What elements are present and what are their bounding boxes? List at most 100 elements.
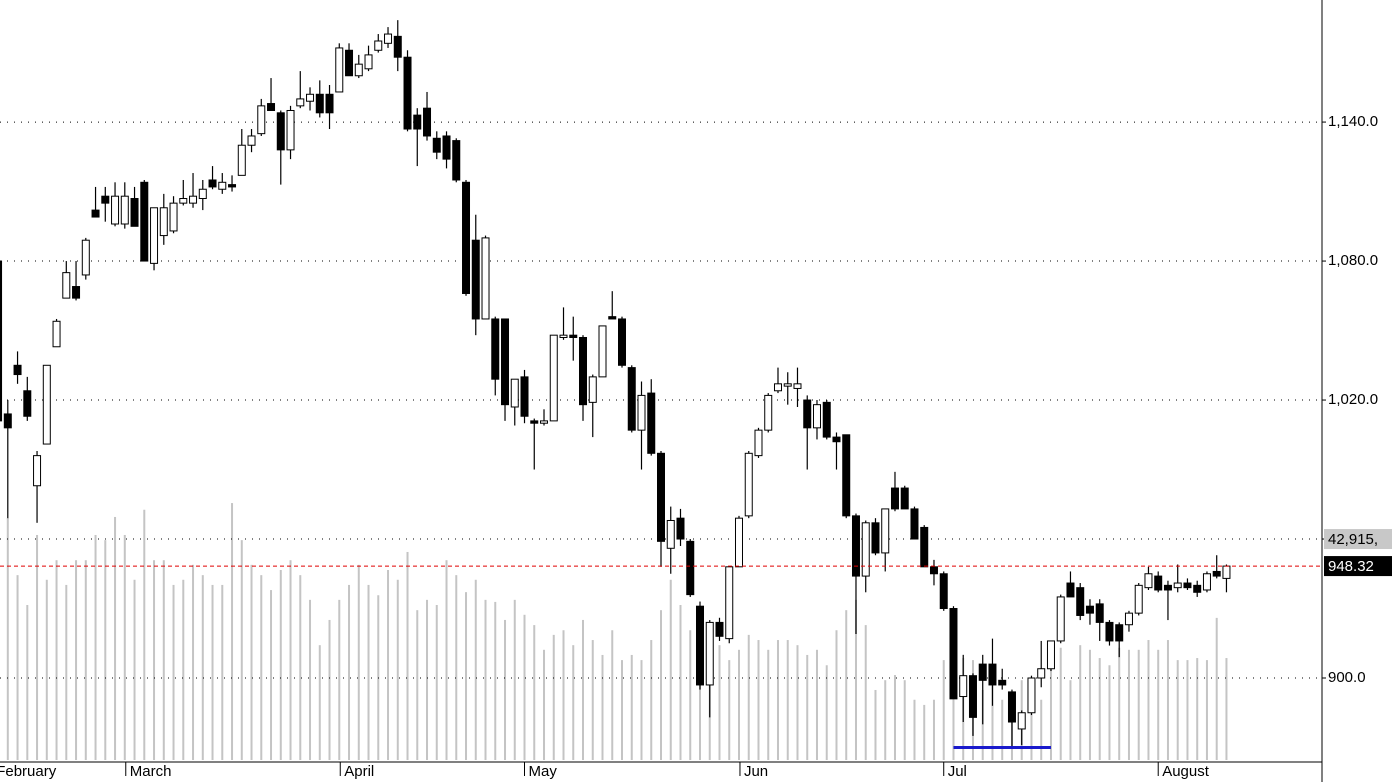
volume-bar [1098, 658, 1101, 760]
volume-bar [981, 689, 984, 760]
volume-bar [153, 560, 156, 760]
candle-body [33, 455, 42, 487]
candle-body [286, 109, 295, 151]
candle-body [374, 40, 383, 51]
y-tick-label: 900.0 [1328, 669, 1366, 686]
candle-body [198, 188, 207, 200]
candle-body [773, 383, 782, 392]
volume-bar [1040, 699, 1043, 760]
volume-bar [523, 614, 526, 760]
volume-bar [338, 599, 341, 760]
volume-bar [1225, 658, 1228, 760]
volume-bar [786, 640, 789, 760]
candle-body [559, 334, 568, 338]
candle-body [910, 508, 919, 540]
candle-body [1173, 582, 1182, 589]
volume-bar [513, 599, 516, 760]
volume-bar [591, 640, 594, 760]
volume-bar [465, 592, 468, 760]
candle-body [1134, 584, 1143, 614]
volume-bar [767, 649, 770, 760]
candle-body [169, 202, 178, 232]
volume-bar [1127, 649, 1130, 760]
candle-body [364, 54, 373, 70]
candle-body [1027, 677, 1036, 714]
volume-bar [1001, 699, 1004, 760]
candle-body [1163, 584, 1172, 591]
x-tick-label: February [0, 763, 57, 780]
candle-body [569, 334, 578, 338]
volume-bar [104, 540, 107, 760]
candle-body [549, 334, 558, 422]
candle-body [452, 140, 461, 181]
candle-body [393, 35, 402, 58]
candle-body [608, 316, 617, 320]
candle-body [257, 105, 266, 135]
candle-body [1115, 624, 1124, 642]
candle-body [929, 566, 938, 575]
candle-body [1066, 582, 1075, 598]
candle-body [3, 413, 12, 429]
candle-body [822, 401, 831, 438]
candle-body [978, 663, 987, 681]
volume-bar [835, 630, 838, 760]
candle-body [900, 487, 909, 510]
candle-body [588, 376, 597, 403]
volume-bar [1030, 699, 1033, 760]
candle-body [998, 679, 1007, 686]
volume-bar [260, 575, 263, 760]
candle-body [1105, 621, 1114, 642]
volume-bar [543, 649, 546, 760]
volume-bar [669, 579, 672, 760]
candle-body [968, 675, 977, 718]
candle-body [62, 272, 71, 299]
candle-body [715, 621, 724, 637]
candle-body [237, 144, 246, 176]
candle-body [676, 517, 685, 540]
candle-body [744, 452, 753, 517]
volume-bar [1059, 647, 1062, 760]
volume-bar [143, 509, 146, 760]
candle-body [842, 434, 851, 517]
volume-bar [270, 590, 273, 760]
candle-body [1202, 573, 1211, 591]
volume-bar [1049, 654, 1052, 760]
candle-body [812, 404, 821, 429]
volume-bar [16, 575, 19, 760]
candle-body [218, 181, 227, 190]
candle-body [432, 137, 441, 153]
candle-body [1076, 587, 1085, 616]
volume-bar [172, 584, 175, 760]
candle-body [276, 112, 285, 151]
candle-body [540, 420, 549, 424]
volume-bar [348, 584, 351, 760]
candle-body [725, 566, 734, 640]
volume-bar [279, 570, 282, 760]
volume-bar [630, 654, 633, 760]
volume-bar [1079, 645, 1082, 760]
volume-bar [1176, 660, 1179, 760]
volume-bar [221, 584, 224, 760]
volume-bar [406, 551, 409, 760]
candle-body [579, 336, 588, 406]
candle-body [1193, 584, 1202, 593]
volume-bar [211, 584, 214, 760]
volume-bar [396, 579, 399, 760]
candle-body [442, 135, 451, 160]
volume-bar [611, 630, 614, 760]
candle-body [42, 364, 51, 445]
y-tick-label: 1,140.0 [1328, 113, 1378, 130]
volume-bar [621, 660, 624, 760]
y-tick-label: 1,020.0 [1328, 391, 1378, 408]
x-tick-label: May [529, 763, 558, 780]
candle-body [159, 207, 168, 237]
volume-bar [123, 534, 126, 760]
volume-bar [845, 610, 848, 760]
volume-bar [6, 517, 9, 760]
candle-body [208, 179, 217, 188]
candle-body [101, 195, 110, 204]
volume-bar [1088, 649, 1091, 760]
candle-body [1056, 596, 1065, 642]
y-tick-label: 1,080.0 [1328, 252, 1378, 269]
